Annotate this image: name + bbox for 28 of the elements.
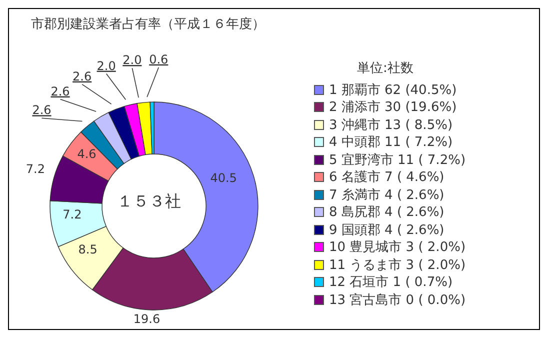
data-label: 4.6 bbox=[77, 146, 96, 161]
data-label: 8.5 bbox=[78, 242, 98, 256]
legend-label: 2 浦添市 30 (19.6%) bbox=[329, 99, 457, 116]
data-label: 2.6 bbox=[50, 84, 70, 98]
legend-title: 単位:社数 bbox=[357, 60, 414, 77]
legend-label: 4 中頭郡 11 ( 7.2%) bbox=[329, 134, 453, 152]
legend-label: 11 うるま市 3 ( 2.0%) bbox=[329, 256, 466, 274]
data-label: 2.6 bbox=[72, 69, 92, 84]
legend-label: 9 国頭郡 4 ( 2.6%) bbox=[329, 222, 444, 239]
data-label: 2.0 bbox=[96, 58, 116, 73]
data-label: 19.6 bbox=[133, 312, 160, 326]
legend-label: 12 石垣市 1 ( 0.7%) bbox=[329, 274, 453, 292]
legend-label: 1 那覇市 62 (40.5%) bbox=[329, 82, 457, 99]
legend-label: 10 豊見城市 3 ( 2.0%) bbox=[329, 239, 466, 256]
data-label: 40.5 bbox=[210, 171, 237, 186]
legend-label: 3 沖縄市 13 ( 8.5%) bbox=[329, 116, 453, 134]
data-label: 2.0 bbox=[122, 53, 142, 68]
data-label: 7.2 bbox=[62, 208, 82, 222]
data-label: 2.6 bbox=[32, 103, 52, 118]
legend-label: 8 島尻郡 4 ( 2.6%) bbox=[329, 204, 444, 222]
data-label: 0.6 bbox=[149, 52, 168, 66]
chart-title: 市郡別建設業者占有率（平成１６年度） bbox=[31, 16, 265, 33]
legend-label: 5 宜野湾市 11 ( 7.2%) bbox=[329, 152, 466, 169]
legend-label: 13 宮古島市 0 ( 0.0%) bbox=[329, 292, 466, 309]
legend-label: 7 糸満市 4 ( 2.6%) bbox=[329, 186, 444, 204]
legend-label: 6 名護市 7 ( 4.6%) bbox=[329, 169, 444, 186]
text: １５３社 bbox=[117, 192, 181, 210]
data-label: 7.2 bbox=[26, 162, 46, 176]
